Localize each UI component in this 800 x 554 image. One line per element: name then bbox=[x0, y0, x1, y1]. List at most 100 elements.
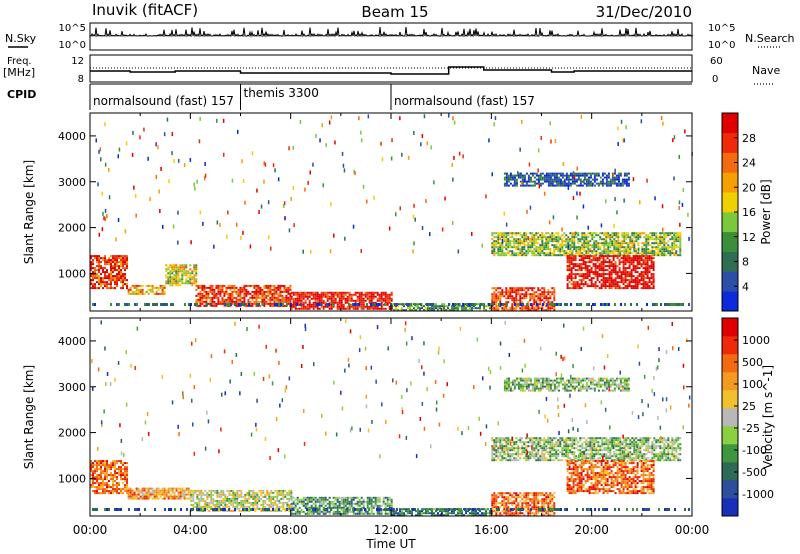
echo-cell bbox=[263, 300, 266, 303]
echo-cell bbox=[625, 234, 628, 237]
echo-cell bbox=[220, 503, 223, 506]
echo-cell bbox=[515, 252, 518, 255]
echo-cell bbox=[649, 244, 652, 247]
echo-cell bbox=[491, 242, 494, 245]
echo-cell bbox=[106, 486, 108, 489]
echo-cell bbox=[618, 271, 621, 274]
echo-cell bbox=[491, 293, 494, 296]
echo-cell bbox=[551, 174, 554, 177]
echo-cell bbox=[117, 154, 119, 159]
echo-cell bbox=[631, 252, 634, 255]
echo-cell bbox=[276, 491, 279, 494]
echo-cell bbox=[110, 281, 112, 284]
echo-cell bbox=[655, 236, 658, 239]
echo-cell bbox=[372, 305, 375, 308]
echo-cell bbox=[312, 305, 315, 308]
echo-cell bbox=[634, 281, 637, 284]
echo-cell bbox=[621, 184, 624, 187]
echo-cell bbox=[338, 303, 341, 306]
echo-cell bbox=[149, 491, 152, 494]
echo-cell bbox=[120, 476, 122, 479]
echo-cell bbox=[260, 204, 263, 209]
echo-cell bbox=[368, 295, 371, 298]
echo-cell bbox=[221, 284, 224, 287]
echo-cell bbox=[167, 266, 170, 269]
echo-cell bbox=[314, 504, 317, 507]
echo-cell bbox=[374, 504, 377, 507]
echo-cell bbox=[543, 293, 546, 296]
echo-cell bbox=[290, 295, 293, 298]
echo-cell bbox=[102, 281, 104, 284]
echo-cell bbox=[619, 182, 622, 185]
echo-cell bbox=[193, 268, 196, 271]
echo-cell bbox=[517, 291, 520, 294]
echo-cell bbox=[213, 304, 216, 307]
echo-cell bbox=[196, 501, 199, 504]
echo-cell bbox=[597, 172, 600, 175]
echo-cell bbox=[636, 285, 639, 288]
echo-cell bbox=[602, 281, 605, 284]
echo-cell bbox=[583, 242, 586, 245]
echo-cell bbox=[240, 235, 242, 240]
echo-cell bbox=[535, 238, 538, 241]
echo-cell bbox=[566, 257, 569, 260]
echo-cell bbox=[621, 180, 624, 183]
echo-cell bbox=[116, 259, 118, 262]
echo-cell bbox=[304, 307, 307, 310]
echo-cell bbox=[322, 510, 325, 513]
echo-cell bbox=[609, 182, 612, 185]
echo-cell bbox=[525, 295, 528, 298]
echo-cell bbox=[198, 503, 201, 506]
echo-cell bbox=[318, 496, 321, 499]
echo-cell bbox=[193, 282, 196, 285]
echo-cell bbox=[539, 295, 542, 298]
echo-cell bbox=[499, 250, 502, 253]
echo-cell bbox=[98, 474, 100, 477]
echo-cell bbox=[577, 238, 580, 241]
echo-cell bbox=[258, 497, 261, 500]
echo-cell bbox=[454, 303, 456, 306]
echo-cell bbox=[541, 309, 544, 312]
echo-cell bbox=[215, 304, 218, 307]
echo-cell bbox=[263, 286, 266, 289]
echo-cell bbox=[193, 266, 196, 269]
echo-cell bbox=[585, 252, 588, 255]
echo-cell bbox=[266, 491, 269, 494]
echo-cell bbox=[523, 246, 526, 249]
echo-cell bbox=[667, 232, 670, 235]
echo-cell bbox=[638, 275, 641, 278]
echo-cell bbox=[657, 254, 660, 257]
echo-cell bbox=[626, 257, 629, 260]
echo-cell bbox=[673, 248, 676, 251]
echo-cell bbox=[122, 261, 124, 264]
echo-cell bbox=[565, 238, 568, 241]
colorbar-tick-label: 12 bbox=[742, 231, 756, 244]
echo-cell bbox=[552, 215, 555, 220]
echo-cell bbox=[100, 281, 102, 284]
echo-cell bbox=[253, 294, 256, 297]
echo-cell bbox=[402, 303, 404, 306]
echo-cell bbox=[428, 303, 430, 306]
echo-cell bbox=[252, 489, 255, 492]
echo-cell bbox=[615, 174, 618, 177]
echo-cell bbox=[306, 303, 309, 306]
echo-cell bbox=[414, 217, 416, 222]
echo-cell bbox=[251, 296, 254, 299]
echo-cell bbox=[549, 307, 552, 310]
echo-cell bbox=[203, 300, 206, 303]
echo-cell bbox=[591, 178, 594, 181]
echo-cell bbox=[646, 267, 649, 270]
echo-cell bbox=[348, 297, 351, 300]
echo-cell bbox=[106, 478, 108, 481]
echo-cell bbox=[169, 282, 172, 285]
echo-cell bbox=[316, 500, 319, 503]
echo-cell bbox=[227, 294, 230, 297]
echo-cell bbox=[619, 248, 622, 251]
echo-cell bbox=[515, 240, 518, 243]
echo-cell bbox=[507, 250, 510, 253]
echo-cell bbox=[615, 184, 618, 187]
echo-cell bbox=[667, 246, 670, 249]
echo-cell bbox=[149, 493, 152, 496]
echo-cell bbox=[114, 279, 116, 282]
echo-cell bbox=[108, 468, 110, 471]
